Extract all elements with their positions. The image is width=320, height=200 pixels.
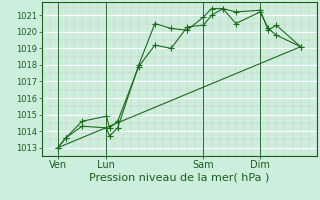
X-axis label: Pression niveau de la mer( hPa ): Pression niveau de la mer( hPa )	[89, 173, 269, 183]
